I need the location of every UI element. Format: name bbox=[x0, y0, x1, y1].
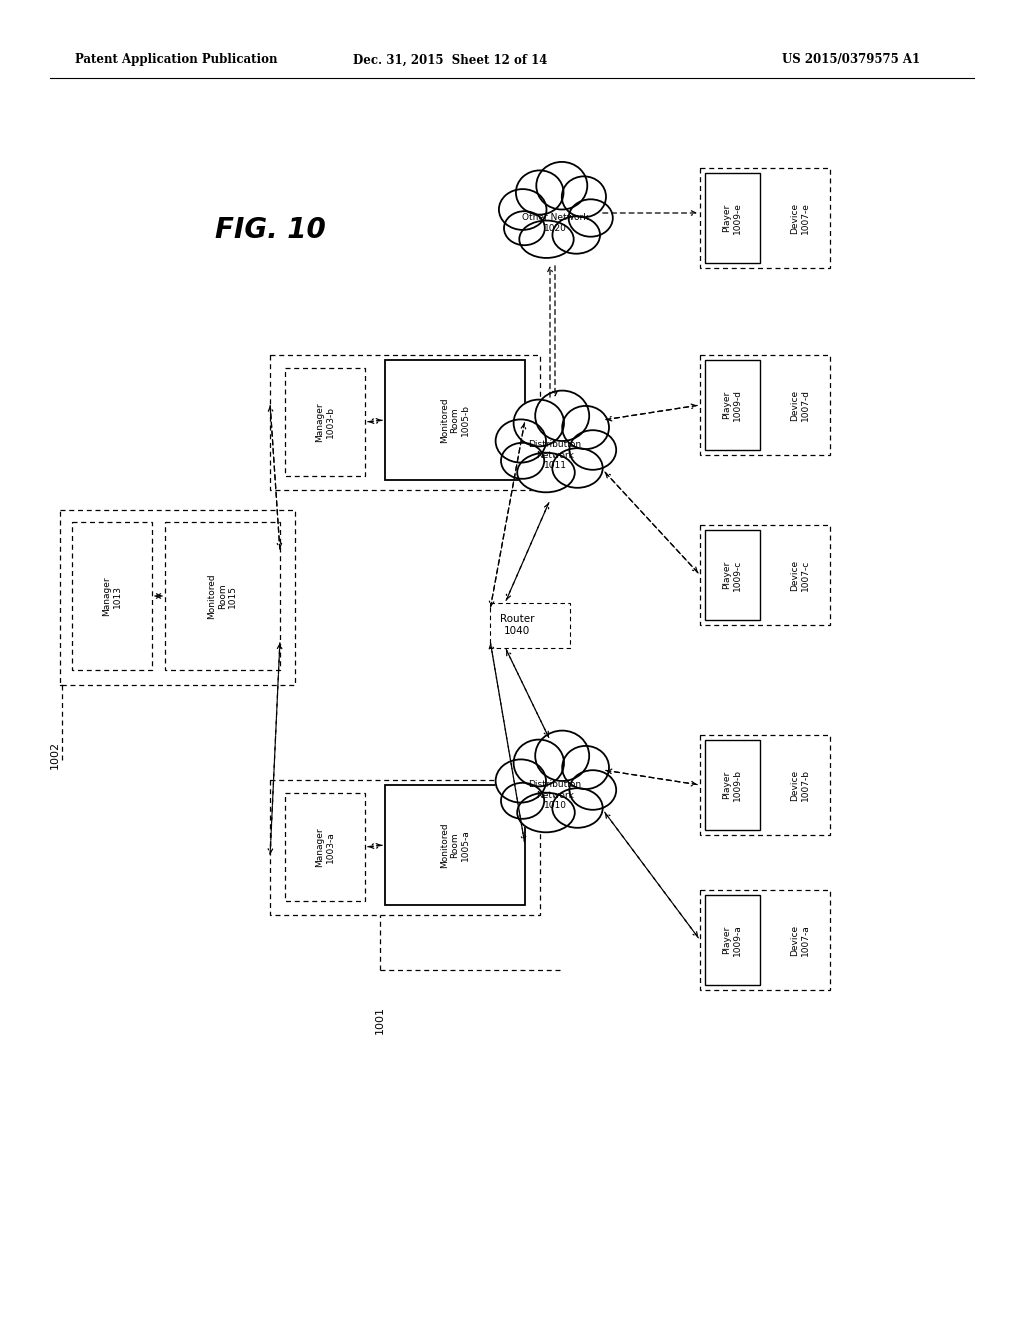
Bar bbox=[285, 368, 365, 477]
Text: Manager
1003-a: Manager 1003-a bbox=[315, 828, 335, 867]
Text: Manager
1003-b: Manager 1003-b bbox=[315, 403, 335, 442]
Ellipse shape bbox=[516, 170, 563, 215]
Ellipse shape bbox=[496, 420, 546, 462]
Bar bbox=[700, 890, 830, 990]
Text: Monitored
Room
1015: Monitored Room 1015 bbox=[208, 573, 238, 619]
Bar bbox=[72, 521, 152, 671]
Text: Player
1009-b: Player 1009-b bbox=[723, 770, 742, 801]
Ellipse shape bbox=[553, 216, 600, 253]
Text: Player
1009-e: Player 1009-e bbox=[723, 202, 742, 234]
Ellipse shape bbox=[501, 442, 544, 479]
Ellipse shape bbox=[537, 162, 588, 210]
Ellipse shape bbox=[514, 739, 564, 787]
Ellipse shape bbox=[569, 430, 616, 470]
Ellipse shape bbox=[536, 730, 589, 781]
Bar bbox=[700, 525, 830, 624]
Ellipse shape bbox=[501, 783, 544, 818]
Text: Patent Application Publication: Patent Application Publication bbox=[75, 54, 278, 66]
Bar bbox=[700, 168, 830, 268]
Text: Device
1007-e: Device 1007-e bbox=[791, 202, 810, 234]
Text: Device
1007-a: Device 1007-a bbox=[791, 924, 810, 956]
Bar bbox=[705, 741, 760, 830]
Text: Monitored
Room
1005-b: Monitored Room 1005-b bbox=[440, 397, 470, 442]
Bar bbox=[385, 360, 525, 480]
Ellipse shape bbox=[514, 400, 564, 446]
Ellipse shape bbox=[517, 793, 574, 833]
Bar bbox=[60, 510, 295, 685]
Text: US 2015/0379575 A1: US 2015/0379575 A1 bbox=[782, 54, 920, 66]
Ellipse shape bbox=[562, 746, 609, 789]
Text: Distribution
Network
1011: Distribution Network 1011 bbox=[528, 440, 582, 470]
Text: Device
1007-d: Device 1007-d bbox=[791, 389, 810, 421]
Ellipse shape bbox=[569, 770, 616, 809]
Text: Device
1007-c: Device 1007-c bbox=[791, 560, 810, 590]
Ellipse shape bbox=[536, 391, 589, 441]
Ellipse shape bbox=[517, 453, 574, 492]
Ellipse shape bbox=[562, 177, 606, 218]
Text: 1002: 1002 bbox=[50, 741, 60, 770]
Ellipse shape bbox=[552, 449, 603, 488]
Text: Player
1009-a: Player 1009-a bbox=[723, 924, 742, 956]
Ellipse shape bbox=[519, 220, 573, 257]
Text: Manager
1013: Manager 1013 bbox=[102, 577, 122, 616]
Ellipse shape bbox=[496, 759, 546, 803]
Ellipse shape bbox=[562, 407, 609, 449]
Bar bbox=[490, 603, 570, 648]
Ellipse shape bbox=[552, 788, 603, 828]
Bar bbox=[705, 895, 760, 985]
Text: Player
1009-c: Player 1009-c bbox=[723, 560, 742, 590]
Ellipse shape bbox=[568, 199, 612, 236]
Text: Monitored
Room
1005-a: Monitored Room 1005-a bbox=[440, 822, 470, 867]
Text: Other Network
1020: Other Network 1020 bbox=[522, 214, 588, 232]
Bar bbox=[270, 355, 540, 490]
Bar bbox=[270, 780, 540, 915]
Text: Player
1009-d: Player 1009-d bbox=[723, 389, 742, 421]
Text: 1001: 1001 bbox=[375, 1006, 385, 1034]
Bar bbox=[385, 785, 525, 906]
Text: Device
1007-b: Device 1007-b bbox=[791, 770, 810, 801]
Text: Distribution
Network
1010: Distribution Network 1010 bbox=[528, 780, 582, 810]
Bar bbox=[705, 173, 760, 263]
Text: FIG. 10: FIG. 10 bbox=[215, 216, 326, 244]
Ellipse shape bbox=[499, 189, 547, 230]
Text: Router
1040: Router 1040 bbox=[500, 614, 535, 636]
Ellipse shape bbox=[504, 211, 545, 246]
Bar bbox=[165, 521, 280, 671]
Bar bbox=[700, 355, 830, 455]
Bar bbox=[705, 360, 760, 450]
Bar bbox=[700, 735, 830, 836]
Bar bbox=[705, 531, 760, 620]
Text: Dec. 31, 2015  Sheet 12 of 14: Dec. 31, 2015 Sheet 12 of 14 bbox=[353, 54, 547, 66]
Bar bbox=[285, 793, 365, 902]
